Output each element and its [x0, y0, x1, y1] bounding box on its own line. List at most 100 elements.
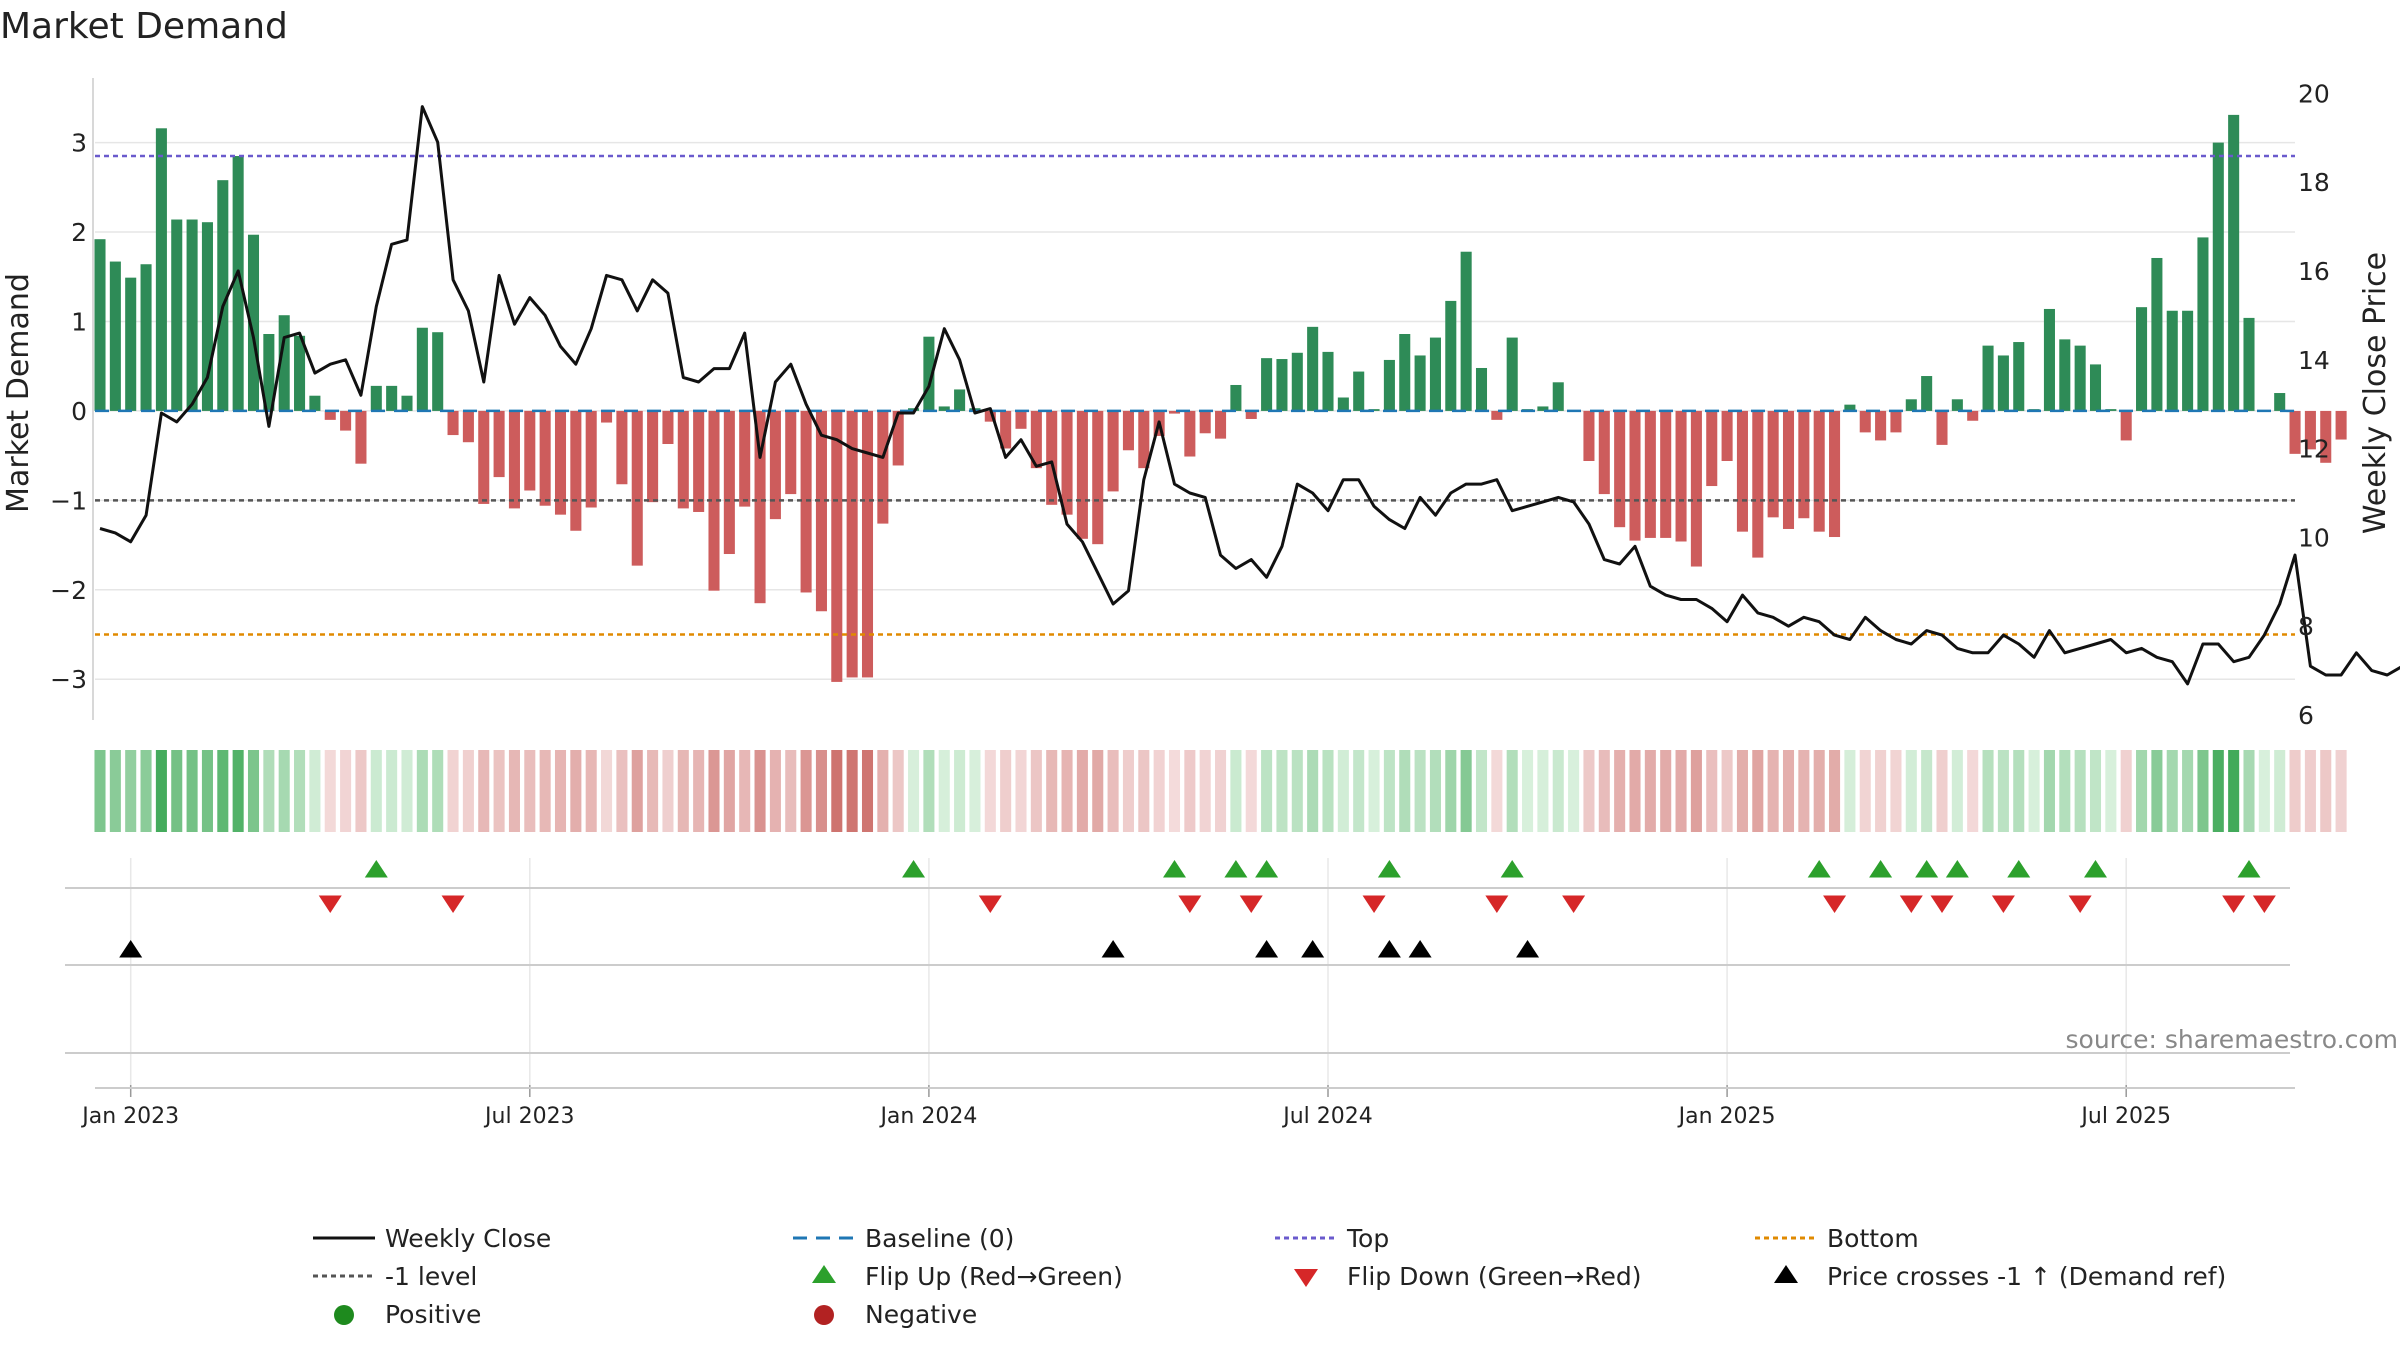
demand-bar — [754, 410, 766, 604]
heat-cell — [294, 750, 306, 832]
demand-bar — [125, 277, 137, 411]
legend-item: Positive — [334, 1300, 481, 1329]
heat-cell — [1706, 750, 1718, 832]
demand-bar — [1736, 410, 1748, 532]
legend-label: Negative — [865, 1300, 977, 1329]
left-tick-label: −3 — [50, 665, 87, 694]
demand-bar — [1337, 397, 1349, 411]
heat-cell — [1982, 750, 1994, 832]
heat-cell — [938, 750, 950, 832]
demand-bar — [1445, 300, 1457, 411]
heat-cell — [1537, 750, 1549, 832]
flip-down-marker — [1562, 895, 1586, 913]
demand-bar — [263, 334, 275, 411]
demand-bar — [769, 410, 781, 520]
demand-bar — [800, 410, 812, 593]
heat-cell — [217, 750, 229, 832]
heat-cell — [247, 750, 260, 832]
heat-cell — [447, 750, 459, 832]
heat-cell — [1460, 750, 1472, 832]
heat-cell — [677, 750, 689, 832]
heat-cell — [1522, 750, 1534, 832]
heat-cell — [1690, 750, 1702, 832]
heat-cell — [1168, 750, 1181, 832]
right-tick-label: 8 — [2298, 612, 2314, 641]
demand-bar — [2151, 257, 2163, 411]
demand-bar — [1307, 326, 1319, 411]
demand-bar — [416, 327, 428, 411]
demand-bar — [1537, 406, 1549, 411]
heat-cell — [1092, 750, 1104, 832]
demand-bar — [1291, 352, 1303, 411]
demand-bar — [1690, 410, 1702, 567]
heat-cell — [831, 750, 843, 832]
flip-up-marker — [1807, 860, 1831, 878]
demand-bar — [524, 410, 536, 491]
heat-cell — [1997, 750, 2009, 832]
demand-bar — [1951, 399, 1963, 411]
demand-bar — [1921, 376, 1933, 411]
x-tick-label: Jul 2025 — [2079, 1104, 2171, 1129]
legend-label: Bottom — [1827, 1224, 1919, 1253]
demand-bar — [1368, 409, 1380, 411]
demand-bar — [1598, 410, 1610, 495]
heat-cell — [1291, 750, 1303, 832]
heat-cell — [493, 750, 505, 832]
heat-cell — [1076, 750, 1088, 832]
demand-bar — [1245, 410, 1257, 419]
heat-cell — [616, 750, 628, 832]
legend-label: Top — [1346, 1224, 1389, 1253]
heat-cell — [585, 750, 597, 832]
demand-bar — [984, 410, 996, 422]
heat-cell — [908, 750, 920, 832]
demand-bar — [1905, 399, 1917, 411]
heat-cell — [1829, 750, 1841, 832]
legend-item: -1 level — [313, 1262, 477, 1291]
demand-bars — [94, 114, 2347, 682]
demand-bar — [1122, 410, 1134, 451]
heat-cell — [1107, 750, 1119, 832]
flip-up-marker — [1945, 860, 1969, 878]
flip-up-marker — [1915, 860, 1939, 878]
legend-item: Bottom — [1755, 1224, 1919, 1253]
heat-cell — [1721, 750, 1733, 832]
heat-cell — [2304, 750, 2316, 832]
demand-bar — [309, 395, 321, 411]
demand-bar — [723, 410, 735, 555]
legend-item: Flip Up (Red→Green) — [812, 1262, 1123, 1291]
right-tick-label: 12 — [2298, 435, 2330, 464]
flip-up-marker — [1224, 860, 1248, 878]
heat-cell — [416, 750, 428, 832]
heat-cell — [861, 750, 874, 832]
demand-bar — [1706, 410, 1718, 487]
demand-bar — [938, 406, 950, 411]
heat-cell — [1184, 750, 1196, 832]
demand-bar — [739, 410, 751, 507]
demand-bar — [831, 410, 843, 682]
demand-bar — [815, 410, 827, 612]
demand-bar — [601, 410, 613, 423]
demand-bar — [539, 410, 551, 506]
legend-item: Negative — [814, 1300, 977, 1329]
demand-bar — [1660, 410, 1672, 538]
flip-up-marker — [364, 860, 388, 878]
heat-cell — [1429, 750, 1441, 832]
heat-cell — [2197, 750, 2209, 832]
demand-bar — [1383, 359, 1395, 411]
demand-bar — [1629, 410, 1641, 541]
flip-up-marker — [2084, 860, 2107, 878]
demand-bar — [508, 410, 520, 509]
demand-bar — [708, 410, 720, 591]
flip-down-marker — [441, 895, 465, 913]
chart-title: Market Demand — [0, 6, 288, 47]
flip-down-marker — [1823, 895, 1847, 913]
demand-bar — [2059, 339, 2071, 411]
heat-cell — [2120, 750, 2132, 832]
price-cross-marker — [1101, 940, 1125, 958]
heat-cell — [785, 750, 797, 832]
heat-cell — [2151, 750, 2163, 832]
demand-bar — [923, 336, 935, 411]
heat-cell — [1030, 750, 1042, 832]
flip-up-marker — [2007, 860, 2031, 878]
demand-bar — [1982, 345, 1994, 411]
